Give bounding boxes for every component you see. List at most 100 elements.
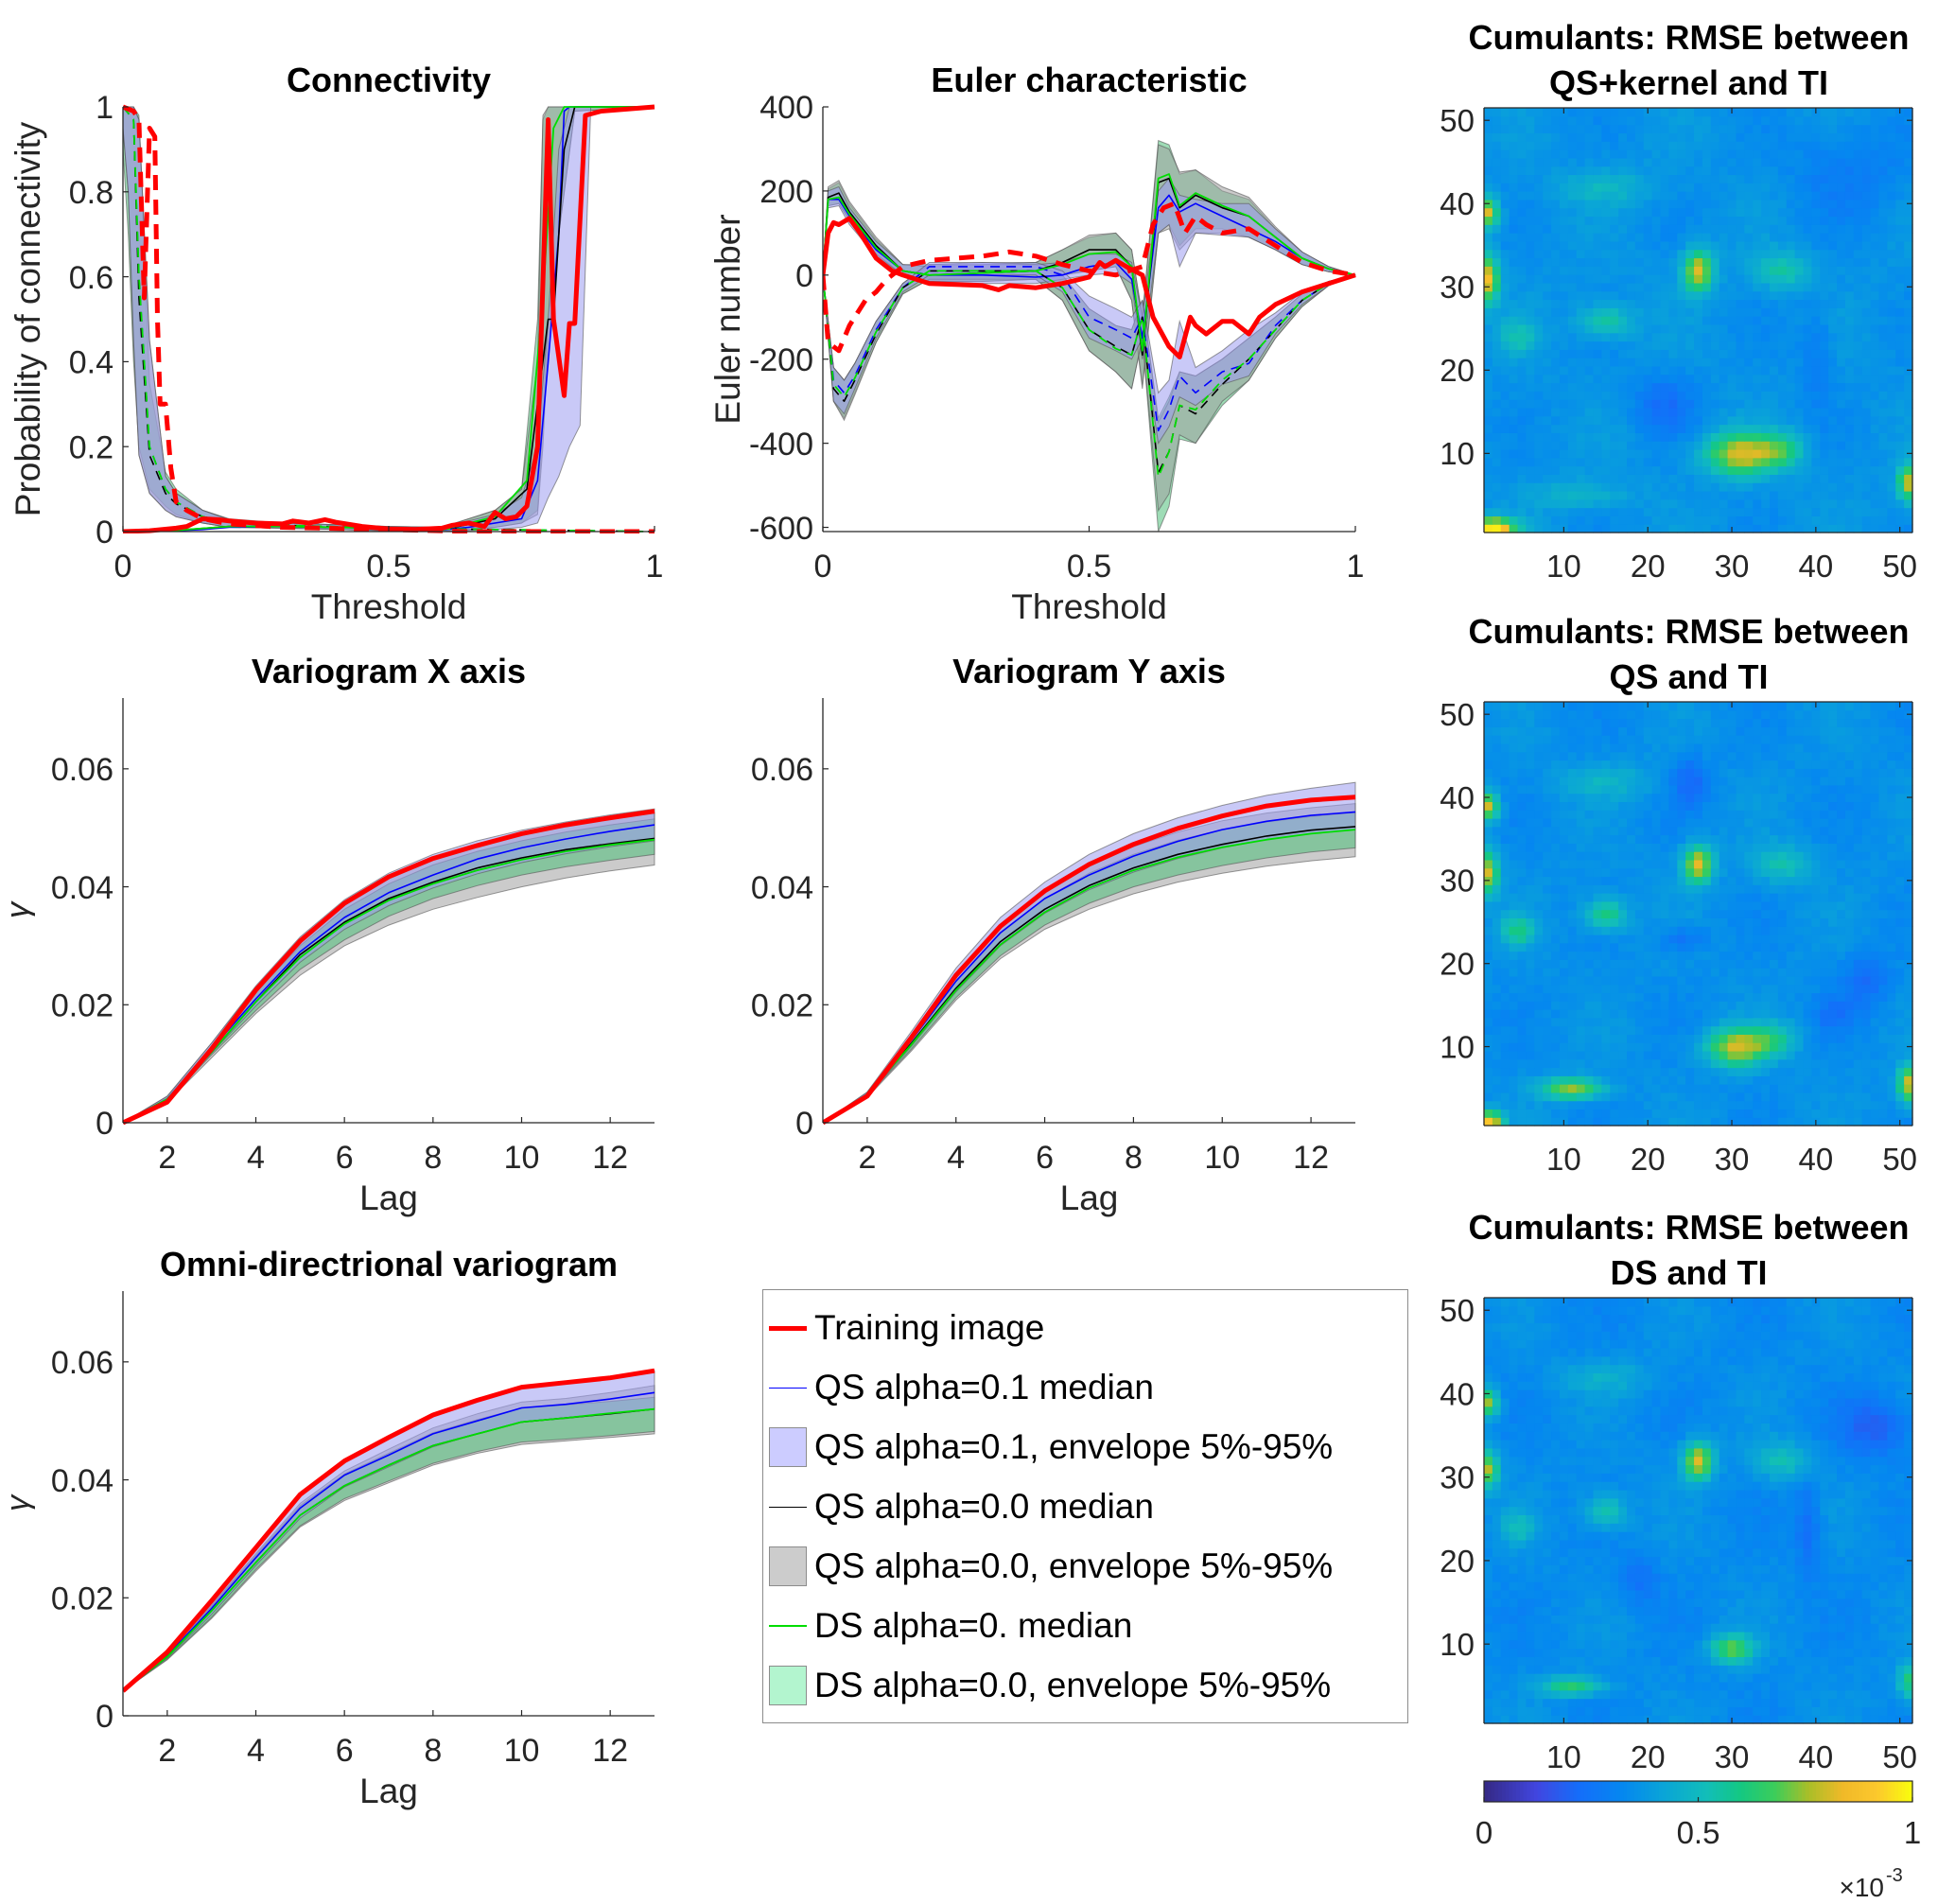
heatmap-cell [1610,817,1619,828]
heatmap-cell [1643,515,1653,525]
heatmap-cell [1526,834,1535,844]
heatmap-cell [1736,1058,1745,1069]
heatmap-cell [1593,934,1602,944]
heatmap-cell [1770,207,1779,218]
heatmap-cell [1811,216,1821,225]
heatmap-cell [1601,843,1611,852]
heatmap-cell [1567,474,1578,483]
heatmap-cell [1627,307,1636,317]
heatmap-cell [1719,876,1729,885]
heatmap-cell [1761,290,1771,301]
heatmap-cell [1710,1100,1720,1110]
heatmap-cell [1853,216,1863,225]
heatmap-cell [1677,984,1686,994]
heatmap-cell [1601,893,1611,902]
heatmap-cell [1634,900,1645,911]
heatmap-cell [1694,257,1703,267]
heatmap-cell [1904,917,1913,927]
heatmap-cell [1753,1092,1762,1102]
heatmap-cell [1668,391,1678,400]
heatmap-cell [1576,768,1586,777]
heatmap-cell [1634,141,1645,150]
heatmap-cell [1500,374,1510,384]
heatmap-cell [1803,432,1813,442]
heatmap-cell [1736,299,1745,308]
heatmap-cell [1702,793,1712,803]
heatmap-cell [1895,199,1905,209]
heatmap-cell [1627,975,1636,986]
heatmap-cell [1770,490,1779,500]
heatmap-cell [1660,859,1670,869]
heatmap-cell [1719,1100,1729,1110]
heatmap-cell [1500,909,1510,918]
heatmap-cell [1803,240,1813,251]
heatmap-cell [1828,1042,1838,1052]
heatmap-cell [1694,290,1703,301]
heatmap-cell [1828,174,1838,183]
heatmap-cell [1736,415,1745,426]
heatmap-cell [1727,341,1737,350]
heatmap-cell [1887,424,1896,433]
heatmap-cell [1803,1092,1813,1102]
heatmap-cell [1526,465,1535,475]
heatmap-cell [1643,166,1653,176]
heatmap-cell [1694,191,1703,201]
heatmap-cell [1861,917,1872,927]
heatmap-cell [1702,141,1712,150]
heatmap-cell [1534,257,1544,267]
heatmap-cell [1727,934,1737,944]
heatmap-cell [1803,1001,1813,1010]
heatmap-cell [1803,424,1813,433]
heatmap-cell [1811,1075,1821,1085]
heatmap-cell [1492,432,1502,442]
heatmap-cell [1651,984,1662,994]
heatmap-cell [1677,1100,1686,1110]
heatmap-cell [1777,826,1788,836]
heatmap-cell [1702,282,1712,292]
heatmap-cell [1677,1067,1686,1076]
heatmap-cell [1551,191,1561,201]
heatmap-cell [1820,282,1829,292]
heatmap-cell [1634,1067,1645,1076]
heatmap-cell [1492,323,1502,334]
heatmap-cell [1828,132,1838,142]
heatmap-cell [1844,867,1855,878]
heatmap-cell [1593,768,1602,777]
heatmap-cell [1844,1009,1855,1019]
heatmap-cell [1610,115,1619,126]
heatmap-cell [1895,1109,1905,1118]
heatmap-cell [1651,108,1662,117]
heatmap-cell [1744,207,1754,218]
heatmap-cell [1660,926,1670,935]
heatmap-cell [1618,141,1628,150]
heatmap-cell [1777,909,1788,918]
heatmap-cell [1887,115,1896,126]
heatmap-cell [1719,358,1729,367]
heatmap-cell [1770,909,1779,918]
heatmap-cell [1803,299,1813,308]
heatmap-cell [1753,316,1762,325]
heatmap-cell [1643,482,1653,492]
heatmap-cell [1484,784,1493,795]
heatmap-cell [1517,934,1527,944]
heatmap-cell [1861,968,1872,977]
heatmap-cell [1543,867,1552,878]
heatmap-cell [1576,432,1586,442]
heatmap-cell [1484,843,1493,852]
heatmap-cell [1710,801,1720,811]
heatmap-cell [1559,316,1569,325]
heatmap-cell [1786,843,1796,852]
heatmap-cell [1895,490,1905,500]
heatmap-cell [1837,174,1846,183]
heatmap-cell [1551,926,1561,935]
heatmap-cell [1904,299,1913,308]
heatmap-cell [1634,399,1645,409]
heatmap-cell [1753,166,1762,176]
heatmap-cell [1534,166,1544,176]
heatmap-cell [1811,834,1821,844]
heatmap-cell [1811,876,1821,885]
heatmap-cell [1618,424,1628,433]
heatmap-cell [1593,1092,1602,1102]
heatmap-cell [1904,801,1913,811]
heatmap-cell [1727,183,1737,192]
